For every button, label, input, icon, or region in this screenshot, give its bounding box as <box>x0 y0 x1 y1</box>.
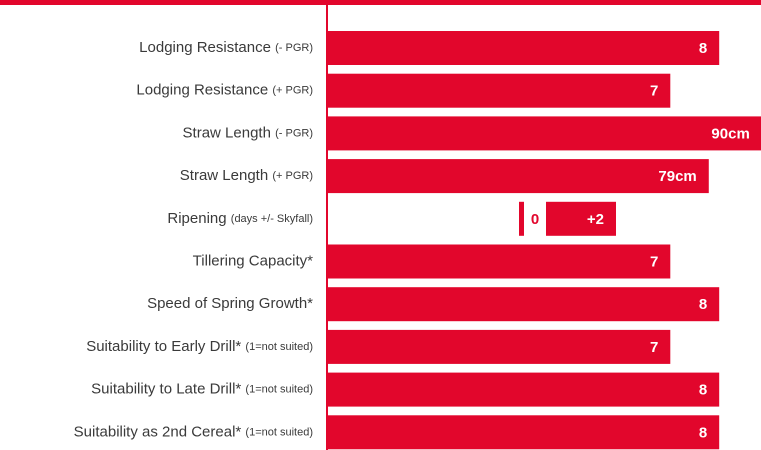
bar <box>328 244 671 279</box>
value-label: 8 <box>699 40 707 57</box>
category-note: (- PGR) <box>275 42 313 54</box>
category-note: (1=not suited) <box>245 426 313 438</box>
value-label: 90cm <box>711 125 749 142</box>
bar <box>328 73 671 108</box>
category-label: Ripening (days +/- Skyfall) <box>167 210 313 227</box>
bar <box>328 287 720 322</box>
reference-mark <box>519 201 524 236</box>
category-note: (+ PGR) <box>272 85 313 97</box>
category-label: Suitability as 2nd Cereal* (1=not suited… <box>74 423 313 440</box>
category-label: Speed of Spring Growth* <box>147 295 313 312</box>
category-label: Suitability to Late Drill* (1=not suited… <box>91 381 313 398</box>
value-label: 7 <box>650 83 658 100</box>
value-label: 7 <box>650 253 658 270</box>
axis-line <box>326 0 328 450</box>
bar <box>328 31 720 65</box>
category-text: Speed of Spring Growth* <box>147 295 313 312</box>
value-label: 8 <box>699 382 707 399</box>
category-label: Straw Length (+ PGR) <box>180 167 313 184</box>
category-text: Suitability to Late Drill* <box>91 381 241 398</box>
category-text: Lodging Resistance <box>139 39 271 56</box>
category-note: (1=not suited) <box>245 341 313 353</box>
category-text: Suitability as 2nd Cereal* <box>74 423 242 440</box>
reference-label: 0 <box>531 211 539 228</box>
value-label: 8 <box>699 296 707 313</box>
bar <box>328 372 720 407</box>
category-note: (days +/- Skyfall) <box>231 213 313 225</box>
value-label: 79cm <box>658 168 696 185</box>
category-text: Lodging Resistance <box>136 82 268 99</box>
value-label: 7 <box>650 339 658 356</box>
bar <box>328 116 761 151</box>
category-label: Lodging Resistance (+ PGR) <box>136 82 313 99</box>
category-text: Suitability to Early Drill* <box>86 338 241 355</box>
bar <box>328 329 671 364</box>
category-text: Straw Length <box>183 124 271 141</box>
bar <box>328 415 720 450</box>
bar <box>328 159 709 194</box>
value-label: 8 <box>699 424 707 441</box>
category-label: Lodging Resistance (- PGR) <box>139 39 313 56</box>
category-note: (+ PGR) <box>272 170 313 182</box>
top-band <box>0 0 761 5</box>
category-text: Ripening <box>167 210 226 227</box>
category-text: Tillering Capacity* <box>193 252 313 269</box>
bar <box>546 201 616 236</box>
value-label: +2 <box>587 211 604 228</box>
category-note: (1=not suited) <box>245 384 313 396</box>
category-label: Suitability to Early Drill* (1=not suite… <box>86 338 313 355</box>
category-note: (- PGR) <box>275 127 313 139</box>
category-label: Tillering Capacity* <box>193 252 313 269</box>
category-text: Straw Length <box>180 167 268 184</box>
category-label: Straw Length (- PGR) <box>183 124 313 141</box>
